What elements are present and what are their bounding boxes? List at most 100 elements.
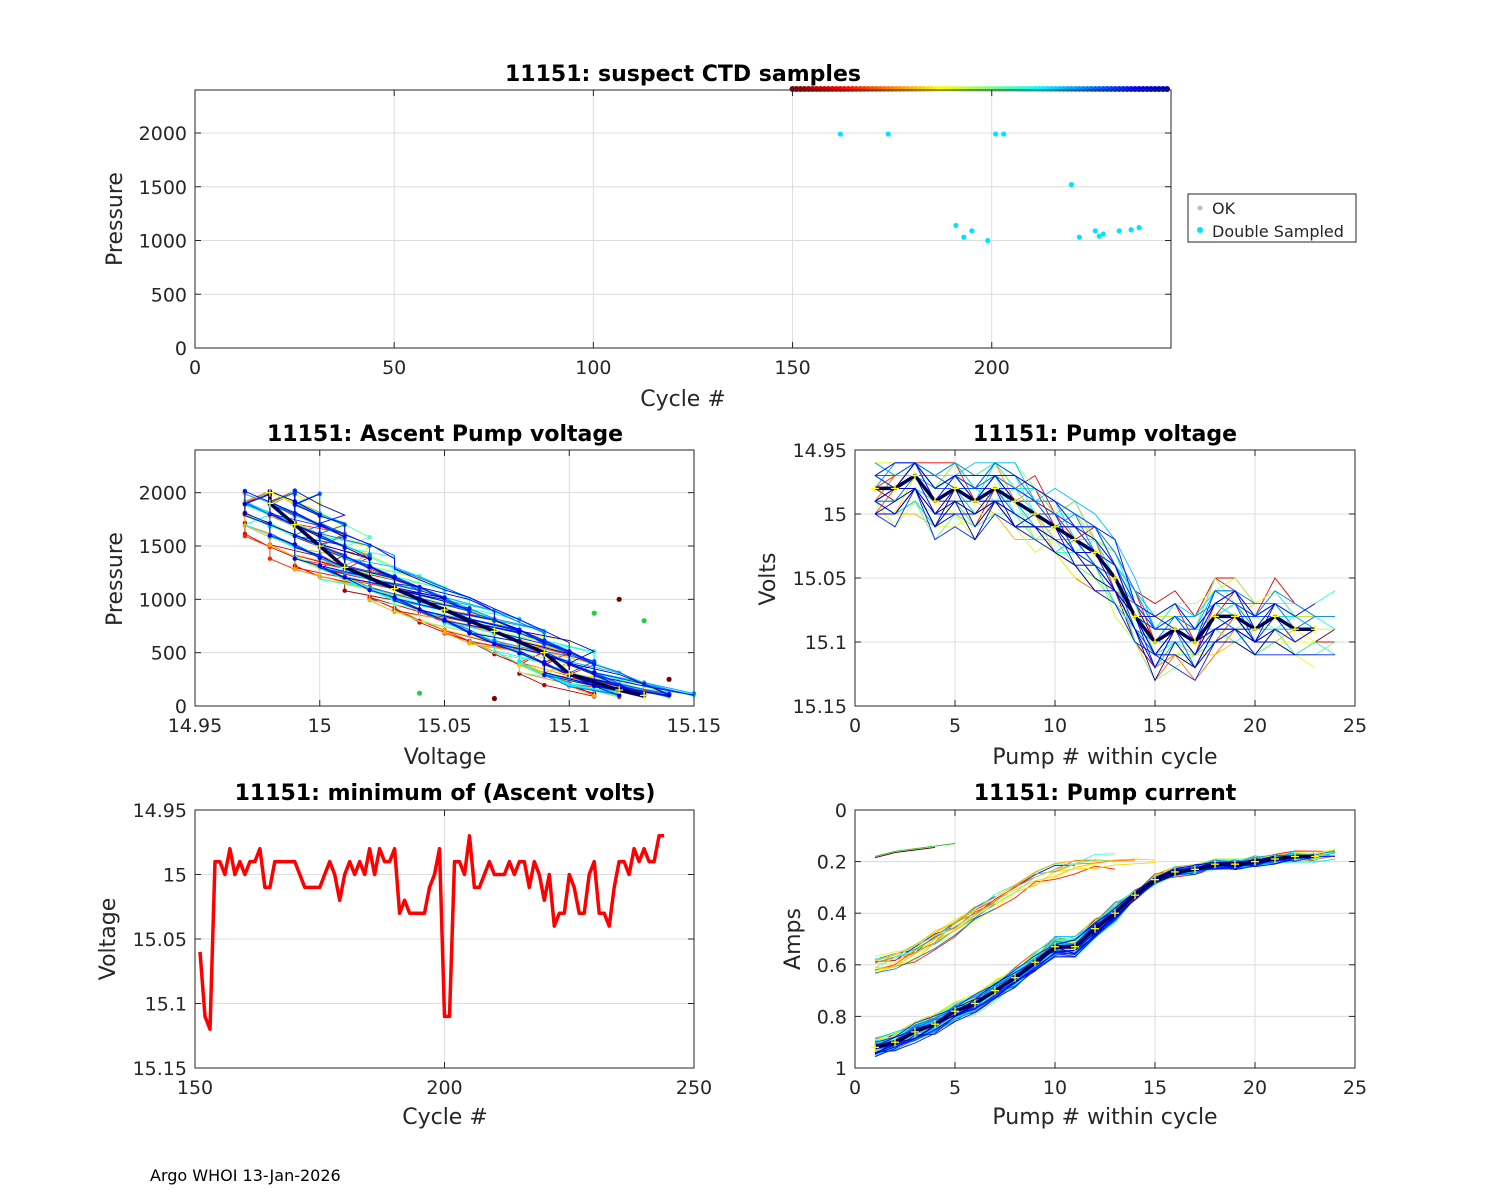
y-tick-label: 500 <box>151 643 187 665</box>
minimum-volts-line <box>198 834 665 1032</box>
panel-minimum-ascent-volts: 11151: minimum of (Ascent volts) Cycle #… <box>96 781 712 1130</box>
data-layer <box>871 843 1336 1058</box>
y-tick-label: 1500 <box>139 536 187 558</box>
ascent-profile <box>293 493 695 696</box>
ascent-profile-point <box>666 693 672 698</box>
double-sampled-point <box>837 131 843 137</box>
pump-voltage-profile-line <box>874 487 1276 682</box>
minimum-ascent-volts-ylabel: Voltage <box>96 898 121 981</box>
ascent-pump-voltage-ylabel: Pressure <box>103 532 128 626</box>
double-sampled-point <box>993 131 999 137</box>
x-tick-label: 5 <box>949 715 961 737</box>
double-sampled-point <box>1076 234 1082 240</box>
y-tick-label: 0.4 <box>817 903 847 925</box>
y-tick-label: 2000 <box>139 483 187 505</box>
pump-voltage-profile-line <box>874 462 1335 630</box>
y-tick-label: 0 <box>175 338 187 360</box>
x-tick-label: 250 <box>676 1077 712 1099</box>
y-tick-label: 15.15 <box>133 1058 187 1080</box>
double-sampled-point <box>1136 225 1142 231</box>
ascent-profile-line <box>294 490 670 696</box>
ascent-profile-line <box>244 494 620 698</box>
x-tick-label: 20 <box>1243 715 1267 737</box>
double-sampled-point <box>961 234 967 240</box>
ascent-profile-point <box>367 534 372 540</box>
y-tick-label: 1000 <box>139 231 187 253</box>
x-tick-label: 15.05 <box>417 715 471 737</box>
footer-credit: Argo WHOI 13-Jan-2026 <box>150 1166 341 1185</box>
double-sampled-point <box>1128 227 1134 233</box>
ascent-profile-point <box>267 533 273 538</box>
pump-current-title: 11151: Pump current <box>974 781 1237 806</box>
plot-background <box>195 90 1171 348</box>
ascent-outlier-point <box>491 695 497 702</box>
ascent-outlier-point <box>641 618 647 624</box>
double-sampled-point <box>953 222 959 229</box>
x-tick-label: 5 <box>949 1077 961 1099</box>
pump-current-short-line <box>874 846 936 859</box>
ascent-profile <box>244 492 645 698</box>
ascent-profile-point <box>367 552 372 558</box>
double-sampled-point <box>1001 131 1007 137</box>
data-layer <box>242 488 697 702</box>
x-tick-label: 200 <box>426 1077 462 1099</box>
double-sampled-point <box>985 237 991 244</box>
x-tick-label: 15.1 <box>548 715 590 737</box>
legend-double-sampled-label: Double Sampled <box>1212 222 1344 241</box>
y-tick-label: 14.95 <box>133 800 187 822</box>
ascent-outliers <box>416 596 672 702</box>
ascent-profile-point <box>567 651 572 657</box>
ascent-profile-point <box>442 595 447 601</box>
axes-frame: 150 200 250 14.95 15 15.05 15.1 15.15 <box>133 800 713 1099</box>
x-tick-label: 10 <box>1043 715 1067 737</box>
x-tick-label: 20 <box>1243 1077 1267 1099</box>
pump-voltage-ylabel: Volts <box>756 552 781 605</box>
cycle-color-bar <box>789 86 1171 92</box>
ascent-profile-point <box>542 672 547 678</box>
axes-box <box>854 809 1356 1069</box>
suspect-ctd-legend: OK Double Sampled <box>1187 193 1357 243</box>
y-tick-label: 15 <box>163 865 187 887</box>
ascent-profile-point <box>317 533 322 538</box>
ascent-pump-voltage-title: 11151: Ascent Pump voltage <box>267 422 623 447</box>
plot-area <box>195 90 1171 348</box>
ascent-profile-point <box>317 512 322 517</box>
double-sampled-point <box>1116 228 1122 234</box>
x-tick-label: 15 <box>1143 1077 1167 1099</box>
y-tick-label: 15.15 <box>793 696 847 718</box>
pump-current-low-branch-line <box>874 859 1116 969</box>
ascent-profile-point <box>242 533 248 539</box>
pump-current-mean-markers <box>871 852 1319 1052</box>
double-sampled-points <box>837 131 1142 244</box>
cycle-color-dot <box>1164 86 1171 92</box>
y-tick-label: 0.6 <box>817 955 847 977</box>
data-layer <box>198 834 665 1032</box>
ascent-profile-point <box>292 488 297 493</box>
plot-area <box>195 450 694 706</box>
ascent-profile-point <box>592 693 597 698</box>
ascent-profile-point <box>442 618 447 623</box>
pump-current-low-branch-line <box>874 908 996 974</box>
pump-voltage-profile-line <box>875 462 1275 643</box>
suspect-ctd-title: 11151: suspect CTD samples <box>505 62 861 87</box>
ascent-profile-line <box>244 492 645 698</box>
x-tick-label: 14.95 <box>168 715 222 737</box>
y-tick-label: 1 <box>835 1058 847 1080</box>
double-sampled-point <box>1068 182 1075 188</box>
double-sampled-point <box>1092 228 1098 234</box>
ascent-profile-point <box>267 512 273 517</box>
axes-box <box>194 89 1172 349</box>
pump-voltage-xlabel: Pump # within cycle <box>992 745 1217 770</box>
ascent-mean-markers <box>265 488 649 700</box>
pump-voltage-profile-line <box>874 487 1335 682</box>
y-tick-label: 500 <box>151 284 187 306</box>
y-tick-label: 15.05 <box>133 929 187 951</box>
y-tick-label: 0.2 <box>817 852 847 874</box>
pump-current-low-branch-line <box>874 902 996 971</box>
ascent-profile-point <box>592 670 597 676</box>
y-tick-label: 1000 <box>139 589 187 611</box>
ascent-profile-line <box>293 493 670 695</box>
pump-voltage-title: 11151: Pump voltage <box>973 422 1237 447</box>
